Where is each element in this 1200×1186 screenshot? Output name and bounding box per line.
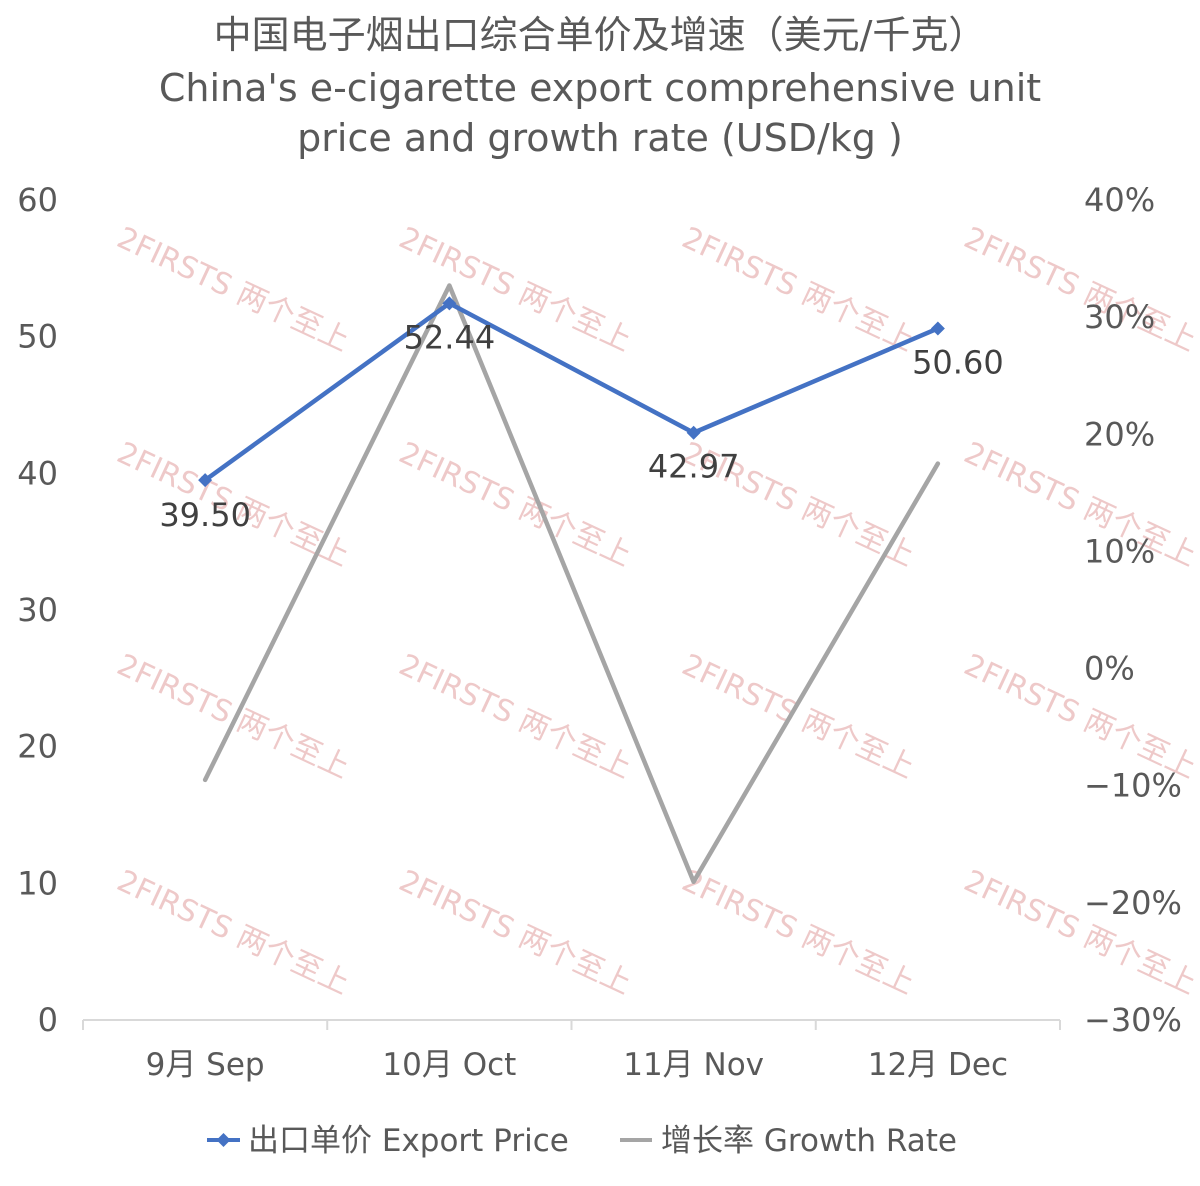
export-price-point: [686, 425, 701, 440]
right-axis-tick-label: −20%: [1084, 884, 1182, 922]
right-axis-tick-label: 10%: [1084, 532, 1155, 570]
watermark-text: 2FIRSTS 两个至上: [394, 436, 637, 574]
export-price-data-label: 52.44: [404, 318, 496, 356]
watermark-text: 2FIRSTS 两个至上: [394, 864, 637, 1002]
x-axis-category-label: 10月 Oct: [382, 1047, 516, 1083]
legend: 出口单价 Export Price 增长率 Growth Rate: [207, 1123, 957, 1159]
watermark-text: 2FIRSTS 两个至上: [677, 221, 920, 359]
left-axis-tick-label: 10: [17, 864, 58, 902]
right-axis-tick-label: 20%: [1084, 415, 1155, 453]
right-axis-tick-label: 40%: [1084, 181, 1155, 219]
legend-growth-label: 增长率 Growth Rate: [661, 1123, 957, 1159]
left-axis-tick-label: 40: [17, 454, 58, 492]
left-axis-tick-label: 30: [17, 591, 58, 629]
export-price-data-label: 39.50: [159, 496, 251, 534]
watermark-text: 2FIRSTS 两个至上: [112, 864, 355, 1002]
watermark-text: 2FIRSTS 两个至上: [112, 648, 355, 786]
export-price-data-label: 42.97: [648, 448, 740, 486]
export-price-point: [198, 473, 213, 488]
right-axis-tick-label: 30%: [1084, 298, 1155, 336]
left-axis-tick-label: 20: [17, 728, 58, 766]
watermark-text: 2FIRSTS 两个至上: [959, 221, 1200, 359]
right-axis-tick-label: −30%: [1084, 1001, 1182, 1039]
right-axis-tick-label: 0%: [1084, 650, 1135, 688]
watermark-layer: 2FIRSTS 两个至上 2FIRSTS 两个至上 2FIRSTS 两个至上 2FIR…: [112, 221, 1200, 1002]
watermark-text: 2FIRSTS 两个至上: [677, 648, 920, 786]
data-labels-layer: 39.50 52.44 42.97 50.60: [159, 318, 1003, 534]
left-axis-tick-label: 60: [17, 181, 58, 219]
x-axis-category-label: 11月 Nov: [623, 1047, 764, 1083]
watermark-text: 2FIRSTS 两个至上: [959, 436, 1200, 574]
left-axis-tick-label: 0: [38, 1001, 58, 1039]
export-price-data-label: 50.60: [912, 343, 1004, 381]
export-price-line: [202, 301, 941, 483]
export-price-point: [930, 321, 945, 336]
legend-price-diamond-icon: [216, 1133, 231, 1147]
export-price-point: [442, 296, 457, 311]
growth-rate-line: [202, 283, 941, 885]
right-axis-ticks: −30% −20% −10% 0% 10% 20% 30% 40%: [1084, 181, 1182, 1039]
watermark-text: 2FIRSTS 两个至上: [394, 648, 637, 786]
chart-subtitle-line-1: China's e-cigarette export comprehensive…: [159, 66, 1041, 110]
x-axis-category-label: 9月 Sep: [146, 1047, 265, 1083]
watermark-text: 2FIRSTS 两个至上: [112, 221, 355, 359]
watermark-text: 2FIRSTS 两个至上: [677, 864, 920, 1002]
watermark-text: 2FIRSTS 两个至上: [959, 648, 1200, 786]
series-layer: [198, 283, 945, 885]
legend-price-label: 出口单价 Export Price: [248, 1123, 569, 1159]
left-axis-tick-label: 50: [17, 318, 58, 356]
right-axis-tick-label: −10%: [1084, 767, 1182, 805]
x-axis: 9月 Sep 10月 Oct 11月 Nov 12月 Dec: [82, 1019, 1061, 1083]
chart-title: 中国电子烟出口综合单价及增速（美元/千克）: [214, 13, 987, 57]
x-axis-category-label: 12月 Dec: [868, 1047, 1008, 1083]
chart-subtitle-line-2: price and growth rate (USD/kg ): [297, 116, 903, 160]
left-axis-ticks: 0 10 20 30 40 50 60: [17, 181, 58, 1039]
